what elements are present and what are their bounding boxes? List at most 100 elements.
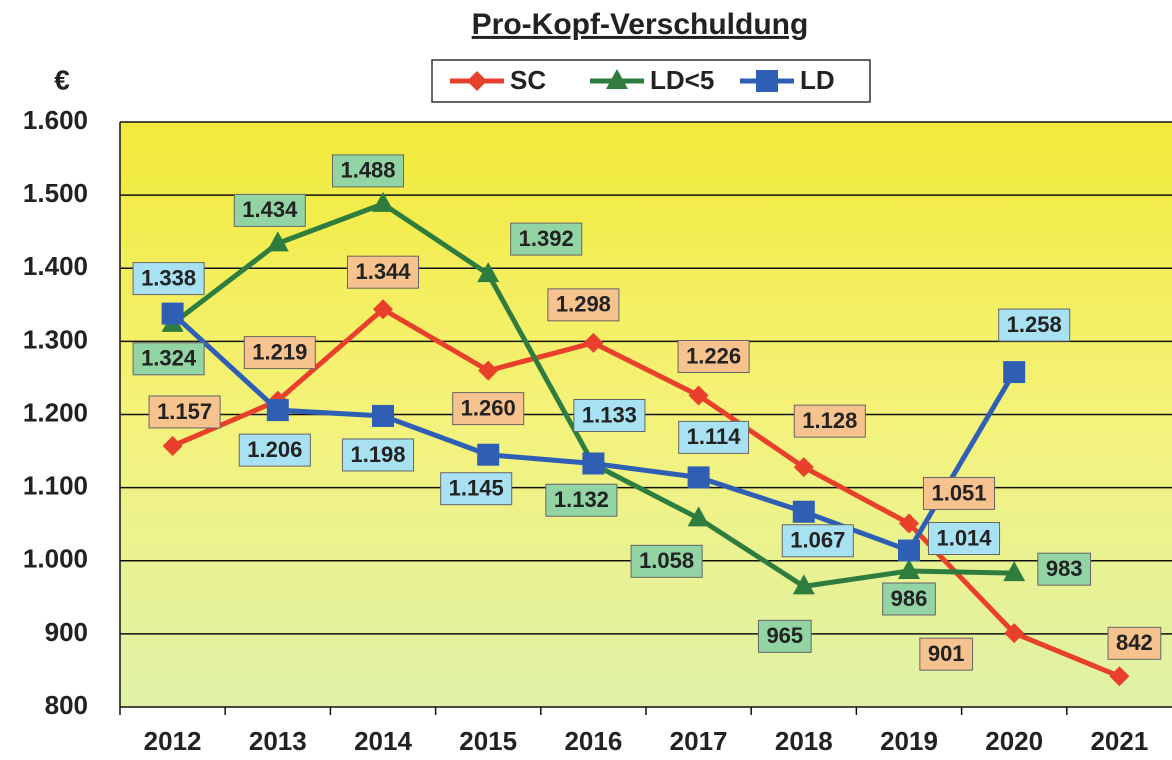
marker <box>372 191 394 212</box>
chart-title: Pro-Kopf-Verschuldung <box>472 8 809 41</box>
data-label-box <box>132 342 205 376</box>
data-label-text: 1.338 <box>141 265 196 290</box>
data-label: 1.260 <box>452 392 525 426</box>
marker <box>687 466 710 489</box>
marker <box>1109 666 1130 687</box>
data-label-box <box>927 522 1001 556</box>
data-label-text: 965 <box>766 623 803 648</box>
data-label-box <box>243 336 316 370</box>
y-tick-label: 800 <box>45 690 88 720</box>
data-label: 1.014 <box>927 522 1001 556</box>
data-label-box <box>233 193 306 227</box>
data-label-box <box>452 392 525 426</box>
data-label-text: 1.206 <box>247 437 302 462</box>
data-label: 986 <box>882 582 936 616</box>
data-label: 1.206 <box>238 433 311 467</box>
data-label-text: 1.145 <box>449 476 504 501</box>
marker <box>792 574 815 595</box>
data-label: 1.392 <box>510 222 583 256</box>
data-label-box <box>998 308 1071 342</box>
x-tick-label: 2020 <box>985 726 1043 756</box>
marker <box>792 500 815 523</box>
data-label: 1.132 <box>545 483 618 517</box>
marker <box>477 443 500 466</box>
data-label-box <box>1037 552 1092 586</box>
data-label: 1.114 <box>678 420 750 454</box>
data-label: 1.434 <box>233 193 306 227</box>
data-label: 1.226 <box>677 339 750 373</box>
marker <box>372 404 394 427</box>
data-label: 1.338 <box>132 262 205 296</box>
data-label-text: 842 <box>1116 630 1153 655</box>
data-label-box <box>1107 626 1162 660</box>
marker <box>1004 623 1025 644</box>
marker <box>899 513 919 534</box>
data-label: 1.488 <box>331 154 405 188</box>
marker <box>687 506 710 527</box>
marker <box>161 302 184 325</box>
legend-label: LD <box>800 65 835 95</box>
x-tick-label: 2016 <box>564 726 622 756</box>
marker <box>688 385 709 406</box>
x-tick-label: 2019 <box>880 726 938 756</box>
y-axis-label: € <box>54 64 70 95</box>
marker <box>898 539 920 562</box>
marker <box>477 262 500 283</box>
data-label-text: 1.392 <box>519 226 574 251</box>
y-tick-label: 1.100 <box>23 471 88 501</box>
data-label-text: 1.324 <box>141 346 197 371</box>
marker <box>467 71 487 91</box>
x-tick-label: 2021 <box>1090 726 1148 756</box>
marker <box>583 332 604 353</box>
series-line <box>171 306 1121 679</box>
data-label-text: 1.344 <box>355 259 411 284</box>
marker <box>1003 361 1026 384</box>
data-label-text: 1.488 <box>340 158 395 183</box>
data-label-box <box>793 404 866 438</box>
marker <box>756 70 778 92</box>
marker <box>162 435 183 456</box>
y-tick-label: 1.200 <box>23 397 88 427</box>
data-label: 1.157 <box>148 395 221 429</box>
y-tick-label: 1.300 <box>23 324 88 354</box>
data-label-text: 1.157 <box>157 399 212 424</box>
y-tick-label: 1.400 <box>23 251 88 281</box>
data-label-text: 1.258 <box>1007 312 1062 337</box>
data-label: 1.067 <box>781 524 854 558</box>
data-label-text: 1.014 <box>936 525 992 550</box>
data-label-box <box>781 524 854 558</box>
data-label-text: 1.132 <box>554 487 609 512</box>
data-label-box <box>630 544 703 578</box>
data-label-box <box>919 637 974 671</box>
data-label: 1.258 <box>998 308 1071 342</box>
data-label: 1.324 <box>132 342 205 376</box>
data-label-box <box>440 472 513 506</box>
data-label-text: 1.260 <box>461 395 516 420</box>
data-label: 1.298 <box>547 288 620 322</box>
data-label-box <box>677 339 750 373</box>
data-label-box <box>922 476 996 510</box>
legend-label: SC <box>510 65 546 95</box>
data-label: 842 <box>1107 626 1162 660</box>
data-label-box <box>678 420 750 454</box>
data-label-box <box>510 222 583 256</box>
data-label-text: 1.067 <box>790 528 845 553</box>
y-tick-label: 1.600 <box>23 105 88 135</box>
data-label: 983 <box>1037 552 1092 586</box>
data-label-text: 901 <box>928 641 965 666</box>
data-label-box <box>148 395 221 429</box>
data-label-text: 1.058 <box>639 548 694 573</box>
data-label-box <box>573 398 646 432</box>
data-label-box <box>238 433 311 467</box>
data-label-text: 1.298 <box>556 292 611 317</box>
data-label: 901 <box>919 637 974 671</box>
data-label-box <box>882 582 936 616</box>
data-label: 1.133 <box>573 398 646 432</box>
marker <box>478 360 499 381</box>
y-tick-label: 900 <box>45 617 88 647</box>
marker <box>606 69 628 89</box>
x-tick-label: 2013 <box>249 726 307 756</box>
data-label: 1.198 <box>341 438 415 472</box>
data-label-text: 986 <box>891 586 928 611</box>
